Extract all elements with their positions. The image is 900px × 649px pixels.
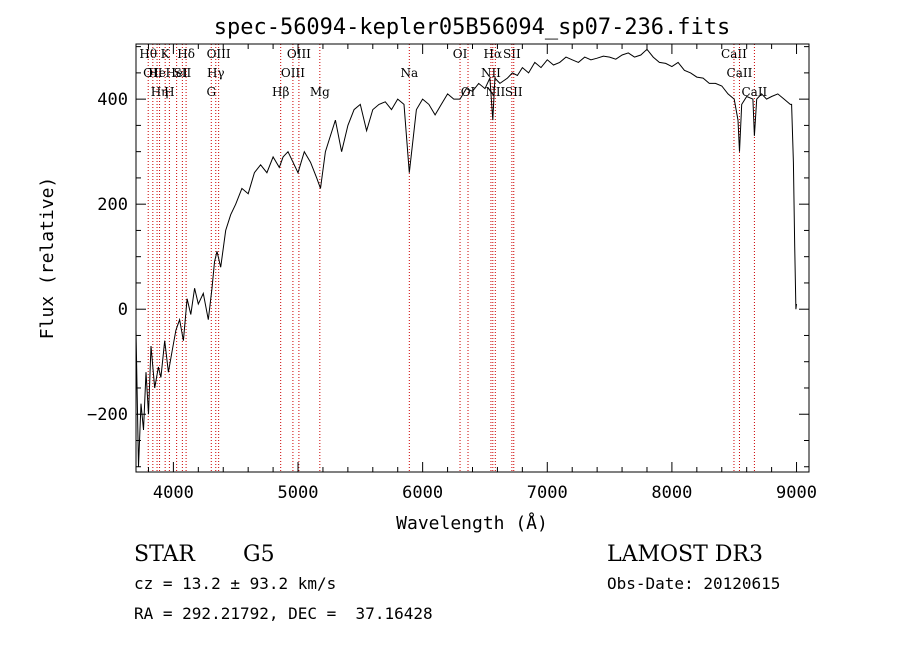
x-tick-label: 5000 [278, 483, 319, 503]
redshift-readout: cz = 13.2 ± 93.2 km/s [134, 574, 336, 593]
y-tick-label: 400 [97, 90, 128, 110]
class-label: STAR [134, 542, 196, 567]
line-label-21: NII [485, 85, 505, 99]
line-label-10: Hγ [207, 66, 225, 80]
line-label-22: SII [503, 47, 521, 61]
line-label-20: Hα [484, 47, 503, 61]
spectrum-line [135, 48, 797, 467]
obs-date: Obs-Date: 20120615 [607, 574, 780, 593]
x-axis-label: Wavelength (Å) [396, 512, 548, 534]
subclass-label: G5 [243, 542, 275, 567]
y-tick-label: 0 [118, 300, 128, 320]
y-tick-label: −200 [87, 405, 128, 425]
line-label-8: Hδ [177, 47, 195, 61]
x-tick-label: 6000 [402, 483, 443, 503]
spectrum-series [135, 48, 797, 467]
y-tick-label: 200 [97, 195, 128, 215]
x-tick-label: 8000 [651, 483, 692, 503]
line-label-16: Na [400, 66, 418, 80]
y-axis: −200 0 200 400 [87, 46, 809, 468]
y-axis-label: Flux (relative) [37, 177, 58, 340]
line-label-1: OII [143, 66, 163, 80]
line-label-15: Mg [310, 85, 330, 99]
line-label-9: G [206, 85, 216, 99]
line-label-6: HeI [165, 66, 188, 80]
x-axis: 4000 5000 6000 7000 8000 9000 [147, 44, 817, 503]
chart-title: spec-56094-kepler05B56094_sp07-236.fits [214, 15, 731, 40]
line-label-5: H [164, 85, 174, 99]
line-label-0: Hθ [139, 47, 157, 61]
line-label-4: K [161, 47, 171, 61]
line-label-13: OIII [281, 66, 305, 80]
line-label-3: Hη [151, 85, 169, 99]
x-tick-label: 9000 [776, 483, 817, 503]
x-tick-label: 4000 [153, 483, 194, 503]
line-label-14: OIII [287, 47, 311, 61]
line-label-7: SII [174, 66, 192, 80]
line-label-19: NII [481, 66, 501, 80]
line-label-26: CaII [741, 85, 767, 99]
survey-label: LAMOST DR3 [607, 542, 763, 567]
line-label-2: He [148, 66, 166, 80]
line-label-11: OIII [207, 47, 231, 61]
x-tick-label: 7000 [527, 483, 568, 503]
line-label-25: CaII [727, 66, 753, 80]
coordinates: RA = 292.21792, DEC = 37.16428 [134, 604, 433, 623]
line-label-17: OI [453, 47, 468, 61]
emission-line-markers: HθOIIHeHηKHHeISIIHδGHγOIIIHβOIIIOIIIMgNa… [139, 44, 768, 472]
line-label-18: OI [461, 85, 476, 99]
line-label-24: CaII [721, 47, 747, 61]
line-label-12: Hβ [272, 85, 289, 99]
line-label-23: SII [505, 85, 523, 99]
plot-frame [135, 43, 810, 473]
